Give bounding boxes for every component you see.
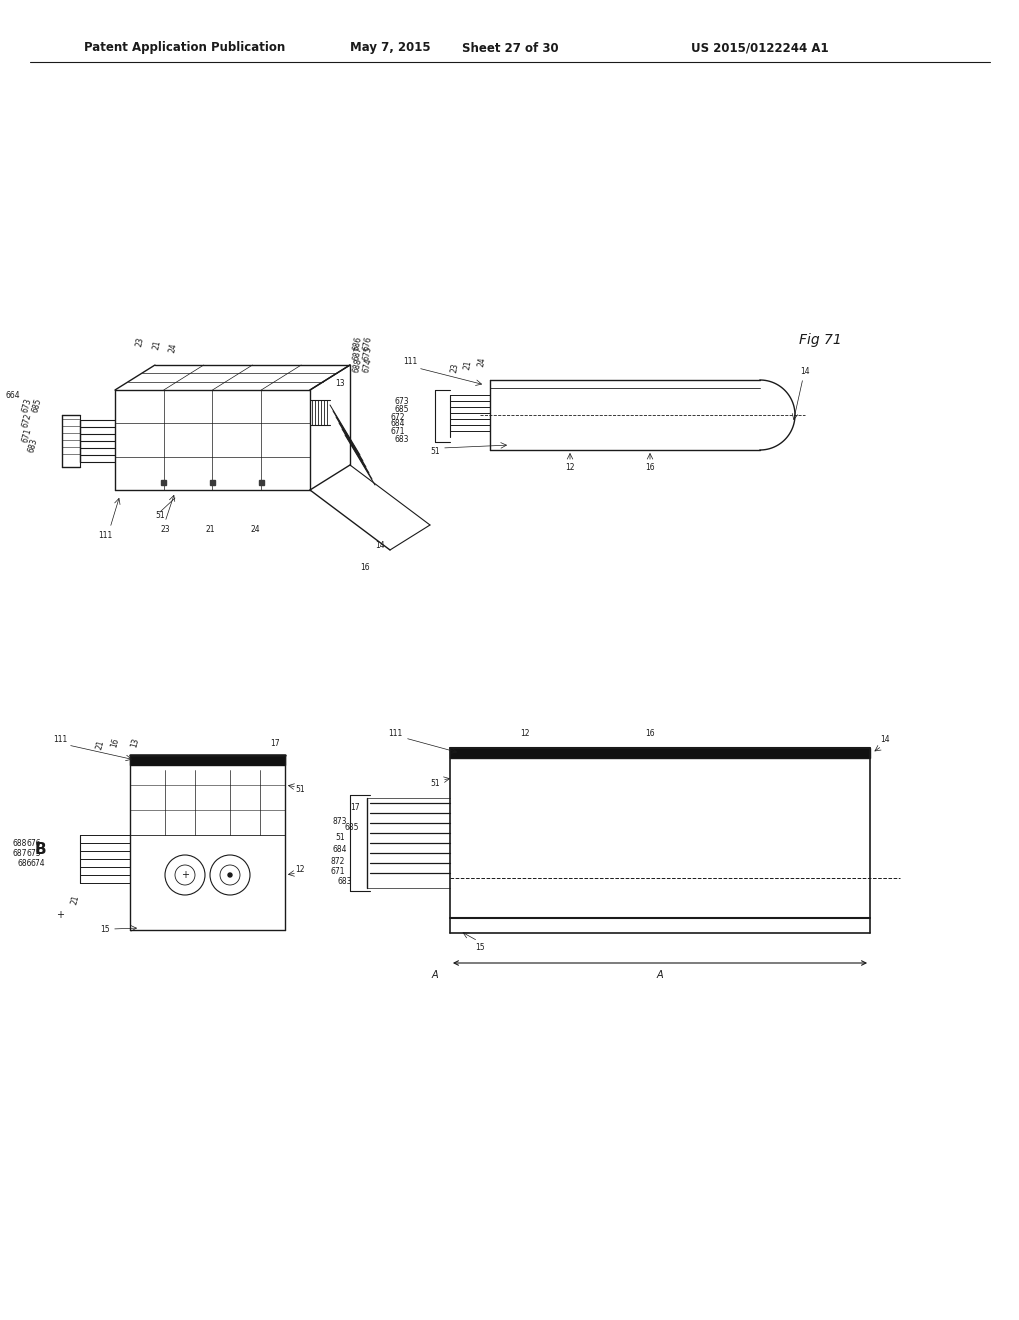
Text: 685: 685 [394,405,409,414]
Text: 12: 12 [294,866,305,874]
Text: 51: 51 [294,785,305,795]
Text: 671: 671 [330,866,344,875]
Text: 111: 111 [403,358,417,367]
Text: 671: 671 [20,426,34,444]
Text: Patent Application Publication: Patent Application Publication [85,41,285,54]
Text: 14: 14 [879,735,889,744]
Text: May 7, 2015: May 7, 2015 [350,41,430,54]
Text: 24: 24 [167,342,178,354]
Text: 686: 686 [17,858,33,867]
Text: 873: 873 [332,817,346,825]
Text: 17: 17 [270,738,279,747]
Text: A: A [431,970,438,979]
Text: 16: 16 [645,729,654,738]
Text: +: + [180,870,189,880]
Circle shape [228,873,231,876]
Text: 684: 684 [390,420,405,429]
Text: 23: 23 [449,363,460,374]
Text: 872: 872 [330,857,344,866]
Text: 676: 676 [362,335,374,351]
Text: 14: 14 [375,540,384,549]
Polygon shape [161,479,166,484]
Polygon shape [129,755,284,766]
Text: 683: 683 [26,437,39,453]
Text: 51: 51 [155,511,165,520]
Polygon shape [210,479,215,484]
Text: A: A [656,970,662,979]
Text: 51: 51 [430,779,439,788]
Text: 21: 21 [95,739,106,751]
Text: 21: 21 [463,359,473,371]
Text: 687: 687 [12,849,28,858]
Text: 13: 13 [129,737,141,748]
Text: 15: 15 [475,944,484,953]
Text: 13: 13 [335,379,344,388]
Text: Sheet 27 of 30: Sheet 27 of 30 [462,41,557,54]
Text: 16: 16 [360,564,370,573]
Text: 16: 16 [109,737,120,748]
Text: 674: 674 [362,356,374,374]
Text: 111: 111 [53,735,67,744]
Text: B: B [35,842,46,858]
Text: 673: 673 [20,397,34,413]
Text: 21: 21 [69,894,81,906]
Text: 51: 51 [430,447,439,457]
Text: 685: 685 [31,397,43,413]
Text: 688: 688 [13,838,28,847]
Text: 676: 676 [26,838,42,847]
Text: 24: 24 [476,356,487,367]
Text: 671: 671 [390,428,405,437]
Text: 21: 21 [152,339,162,351]
Text: 51: 51 [335,833,344,842]
Text: 688: 688 [352,356,364,374]
Text: 12: 12 [565,463,574,473]
Text: 21: 21 [205,525,215,535]
Text: 16: 16 [645,463,654,473]
Text: 684: 684 [332,846,346,854]
Text: 24: 24 [250,525,260,535]
Text: 111: 111 [387,729,401,738]
Text: 685: 685 [344,824,359,833]
Text: 17: 17 [350,804,360,813]
Text: 674: 674 [31,858,45,867]
Text: 683: 683 [337,876,352,886]
Text: 675: 675 [26,849,42,858]
Text: 672: 672 [20,412,34,428]
Text: 683: 683 [394,436,409,445]
Text: 23: 23 [135,337,146,347]
Text: 14: 14 [799,367,809,376]
Text: 672: 672 [390,413,405,422]
Text: 675: 675 [362,345,374,362]
Text: 23: 23 [160,525,169,535]
Text: 111: 111 [98,531,112,540]
Text: 12: 12 [520,729,529,738]
Text: 15: 15 [100,925,110,935]
Text: +: + [56,909,64,920]
Text: 673: 673 [394,397,409,407]
Text: 686: 686 [352,335,364,351]
Text: Fig 71: Fig 71 [798,333,841,347]
Text: 664: 664 [5,391,20,400]
Text: US 2015/0122244 A1: US 2015/0122244 A1 [691,41,828,54]
Polygon shape [449,748,869,758]
Text: 687: 687 [352,345,364,362]
Polygon shape [259,479,264,484]
